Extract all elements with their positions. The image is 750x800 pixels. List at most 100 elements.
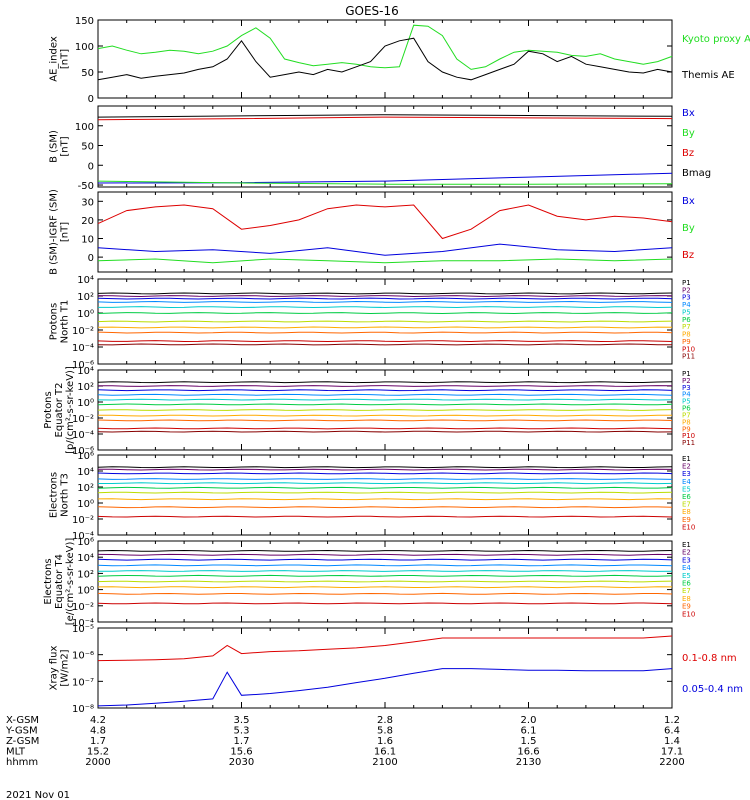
legend-bz: Bz [682,148,694,159]
series-line-bmag [97,114,673,118]
legend-e8: E8 [682,508,691,516]
y-axis-label-line: North T3 [60,473,71,517]
x-row-value: 4.2 [90,715,106,726]
x-row-value: 3.5 [234,715,250,726]
legend-p10: P10 [682,432,695,440]
legend-kyoto-proxy-ae: Kyoto proxy AE [682,34,750,45]
legend-p11: P11 [682,439,695,447]
y-tick-label: 10⁻² [72,414,94,425]
series-line-p7 [97,320,673,323]
series-line-p5 [97,398,673,401]
series-line-e3 [97,558,673,561]
y-tick-label: 10⁻⁷ [72,677,94,688]
series-line-e10 [97,515,673,518]
y-axis-label: ElectronsNorth T3 [49,472,71,518]
series-line-p5 [98,306,673,309]
series-line-p4 [97,300,673,303]
legend-e2: E2 [682,549,691,557]
legend-e10: E10 [682,610,695,618]
x-row-value: 1.5 [521,736,537,747]
y-axis-label-line: [nT] [60,222,71,242]
series-line-e5 [98,482,673,485]
legend-0-1-0-8-nm: 0.1-0.8 nm [682,653,737,664]
y-axis-label: ProtonsEquator T2[p/(cm²-s-sr-keV)] [43,366,76,454]
panel-bsm: -50 0 50 100 B (SM)[nT] Bx By Bz Bmag [49,105,711,192]
x-axis-table: X-GSM 4.2 3.5 2.8 2.0 1.2 Y-GSM 4.8 5.3 5.8 6.1 6.4… [5,715,685,768]
x-row-value: 1.2 [664,715,680,726]
series-line-themis-ae [97,37,673,81]
series-line-e6 [97,486,673,489]
y-tick-label: 10⁻² [72,326,94,337]
series-line-p10 [97,427,673,430]
x-row-label: MLT [6,747,26,758]
series-line-e4 [97,564,673,567]
series-line-e8 [97,586,673,589]
x-row-label: hhmm [6,757,38,768]
legend-p1: P1 [682,370,691,378]
y-tick-label: 10⁻⁶ [72,360,94,371]
x-row-value: 5.8 [377,726,393,737]
y-tick-label: 10⁴ [77,467,94,478]
series-line-e10 [97,602,673,605]
legend-p9: P9 [682,338,691,346]
y-tick-label: 10⁻² [72,602,94,613]
legend-by: By [682,128,695,139]
y-tick-label: 10⁻⁴ [72,531,94,542]
y-tick-label: 10² [77,569,94,580]
legend-p2: P2 [682,286,691,294]
y-tick-label: 150 [75,16,94,27]
legend-e9: E9 [682,516,691,524]
y-tick-label: 10⁻⁴ [72,343,94,354]
x-row-value: 6.4 [664,726,680,737]
series-line-bx [97,243,673,256]
y-tick-label: 10⁻⁴ [72,430,94,441]
series-line-e1 [97,549,673,552]
legend-bx: Bx [682,196,695,207]
y-tick-label: 50 [81,142,94,153]
panel-frame [97,627,673,709]
legend-e1: E1 [682,455,691,463]
y-tick-label: 10⁴ [77,366,94,377]
panel-bigrf: 0 10 20 30 B (SM)-IGRF (SM)[nT] Bx By Bz [49,189,695,275]
legend-p4: P4 [682,301,691,309]
x-row-value: 2130 [516,757,541,768]
legend-by: By [682,223,695,234]
y-axis-label-line: Xray flux [49,646,60,691]
y-tick-label: 20 [81,216,94,227]
y-tick-label: 10 [81,235,94,246]
y-axis-label: Xray flux[W/m2] [49,646,71,691]
series-line-e1 [97,466,673,469]
panel-pn: 10⁴ 10² 10⁰ 10⁻² 10⁻⁴ 10⁻⁶ ProtonsNorth T1 P1P2… [49,275,696,371]
y-axis-label: B (SM)-IGRF (SM)[nT] [49,189,71,275]
legend-themis-ae: Themis AE [681,70,735,81]
y-tick-label: 10⁰ [77,586,94,597]
legend-p6: P6 [682,405,691,413]
series-line-by [97,258,673,264]
y-tick-label: 10⁰ [77,398,94,409]
y-axis-label-line: B (SM)-IGRF (SM) [49,189,60,275]
series-line-p1 [97,292,673,295]
legend-e7: E7 [682,587,691,595]
series-line-p9 [97,419,673,422]
series-line-bz [97,116,673,121]
y-tick-label: 10² [77,382,94,393]
legend-e6: E6 [682,493,691,501]
y-tick-label: 10⁴ [77,553,94,564]
series-line-p7 [97,409,673,411]
x-row-value: 2100 [372,757,397,768]
panel-frame [97,19,673,99]
legend-p7: P7 [682,323,691,331]
y-axis-label-line: North T1 [60,300,71,344]
y-axis-label-line: Equator T4 [54,554,65,609]
legend-p8: P8 [682,418,691,426]
y-axis-label-line: AE_index [49,36,60,82]
series-line-e8 [97,498,673,501]
y-tick-label: 100 [75,122,94,133]
series-line-e6 [97,574,673,577]
legend-e4: E4 [682,564,691,572]
legend-bz: Bz [682,250,694,261]
legend-p3: P3 [682,294,691,302]
series-line-kyoto-proxy-ae [97,24,673,70]
y-tick-label: 10² [77,483,94,494]
legend-bmag: Bmag [682,168,711,179]
